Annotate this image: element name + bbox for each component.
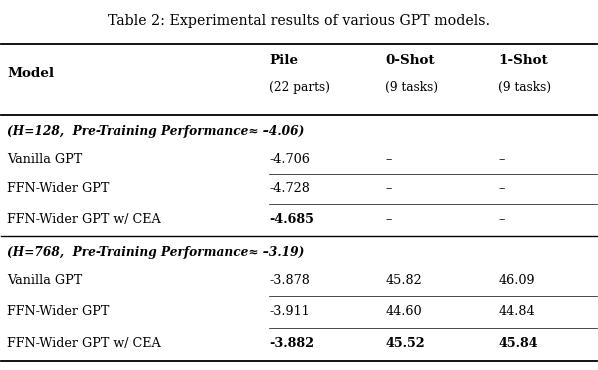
Text: 45.52: 45.52 [385,337,425,350]
Text: (9 tasks): (9 tasks) [385,81,438,94]
Text: -3.911: -3.911 [269,305,310,318]
Text: FFN-Wider GPT: FFN-Wider GPT [7,305,109,318]
Text: (9 tasks): (9 tasks) [498,81,551,94]
Text: Pile: Pile [269,54,298,67]
Text: Table 2: Experimental results of various GPT models.: Table 2: Experimental results of various… [108,14,490,28]
Text: –: – [385,153,392,166]
Text: -4.728: -4.728 [269,182,310,195]
Text: -3.882: -3.882 [269,337,314,350]
Text: -4.706: -4.706 [269,153,310,166]
Text: –: – [498,213,505,226]
Text: 44.84: 44.84 [498,305,535,318]
Text: 0-Shot: 0-Shot [385,54,435,67]
Text: 45.82: 45.82 [385,274,422,287]
Text: FFN-Wider GPT w/ CEA: FFN-Wider GPT w/ CEA [7,337,161,350]
Text: –: – [498,182,505,195]
Text: Vanilla GPT: Vanilla GPT [7,153,83,166]
Text: Model: Model [7,67,54,80]
Text: –: – [498,153,505,166]
Text: -4.685: -4.685 [269,213,314,226]
Text: 1-Shot: 1-Shot [498,54,548,67]
Text: -3.878: -3.878 [269,274,310,287]
Text: Vanilla GPT: Vanilla GPT [7,274,83,287]
Text: FFN-Wider GPT w/ CEA: FFN-Wider GPT w/ CEA [7,213,161,226]
Text: 44.60: 44.60 [385,305,422,318]
Text: 45.84: 45.84 [498,337,538,350]
Text: –: – [385,182,392,195]
Text: –: – [385,213,392,226]
Text: (H=128,  Pre-Training Performance≈ –4.06): (H=128, Pre-Training Performance≈ –4.06) [7,125,305,138]
Text: 46.09: 46.09 [498,274,535,287]
Text: (22 parts): (22 parts) [269,81,330,94]
Text: (H=768,  Pre-Training Performance≈ –3.19): (H=768, Pre-Training Performance≈ –3.19) [7,246,305,259]
Text: FFN-Wider GPT: FFN-Wider GPT [7,182,109,195]
